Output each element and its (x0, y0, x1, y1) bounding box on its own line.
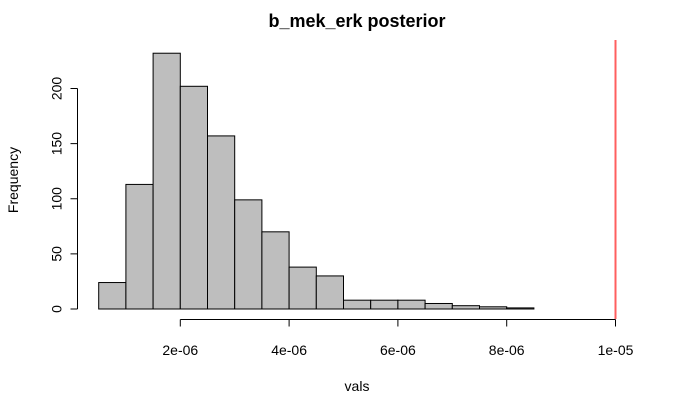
x-tick-label: 1e-05 (598, 342, 634, 358)
y-tick-label: 50 (49, 246, 65, 262)
histogram-bar (207, 135, 236, 310)
x-tick-label: 2e-06 (162, 342, 198, 358)
y-tick-label: 0 (49, 305, 65, 313)
x-axis-label: vals (345, 378, 370, 394)
histogram-bar (343, 299, 372, 310)
y-tick-label: 100 (49, 187, 65, 211)
x-tick-label: 6e-06 (380, 342, 416, 358)
chart-title: b_mek_erk posterior (268, 11, 445, 31)
histogram-bar (261, 231, 290, 310)
y-axis-label: Frequency (5, 147, 21, 213)
histogram-bar (424, 302, 453, 310)
x-axis: 2e-06 4e-06 6e-06 8e-06 1e-05 (162, 319, 634, 358)
y-axis: 0 50 100 150 200 (49, 77, 78, 313)
histogram-bar (179, 85, 209, 310)
histogram-bar (234, 199, 263, 310)
y-tick-label: 200 (49, 77, 65, 101)
histogram-bar (98, 282, 127, 310)
histogram-bar (397, 299, 426, 310)
histogram-bar (288, 266, 317, 310)
histogram-bar (479, 306, 508, 310)
histogram-bar (315, 275, 344, 310)
x-tick-label: 4e-06 (271, 342, 307, 358)
histogram-bar (506, 307, 535, 310)
histogram-bar (451, 305, 480, 310)
x-tick-label: 8e-06 (489, 342, 525, 358)
histogram-bar (125, 183, 154, 310)
histogram-bar (370, 299, 399, 310)
y-tick-label: 150 (49, 132, 65, 156)
histogram-bars (98, 52, 535, 310)
histogram-bar (152, 52, 181, 310)
